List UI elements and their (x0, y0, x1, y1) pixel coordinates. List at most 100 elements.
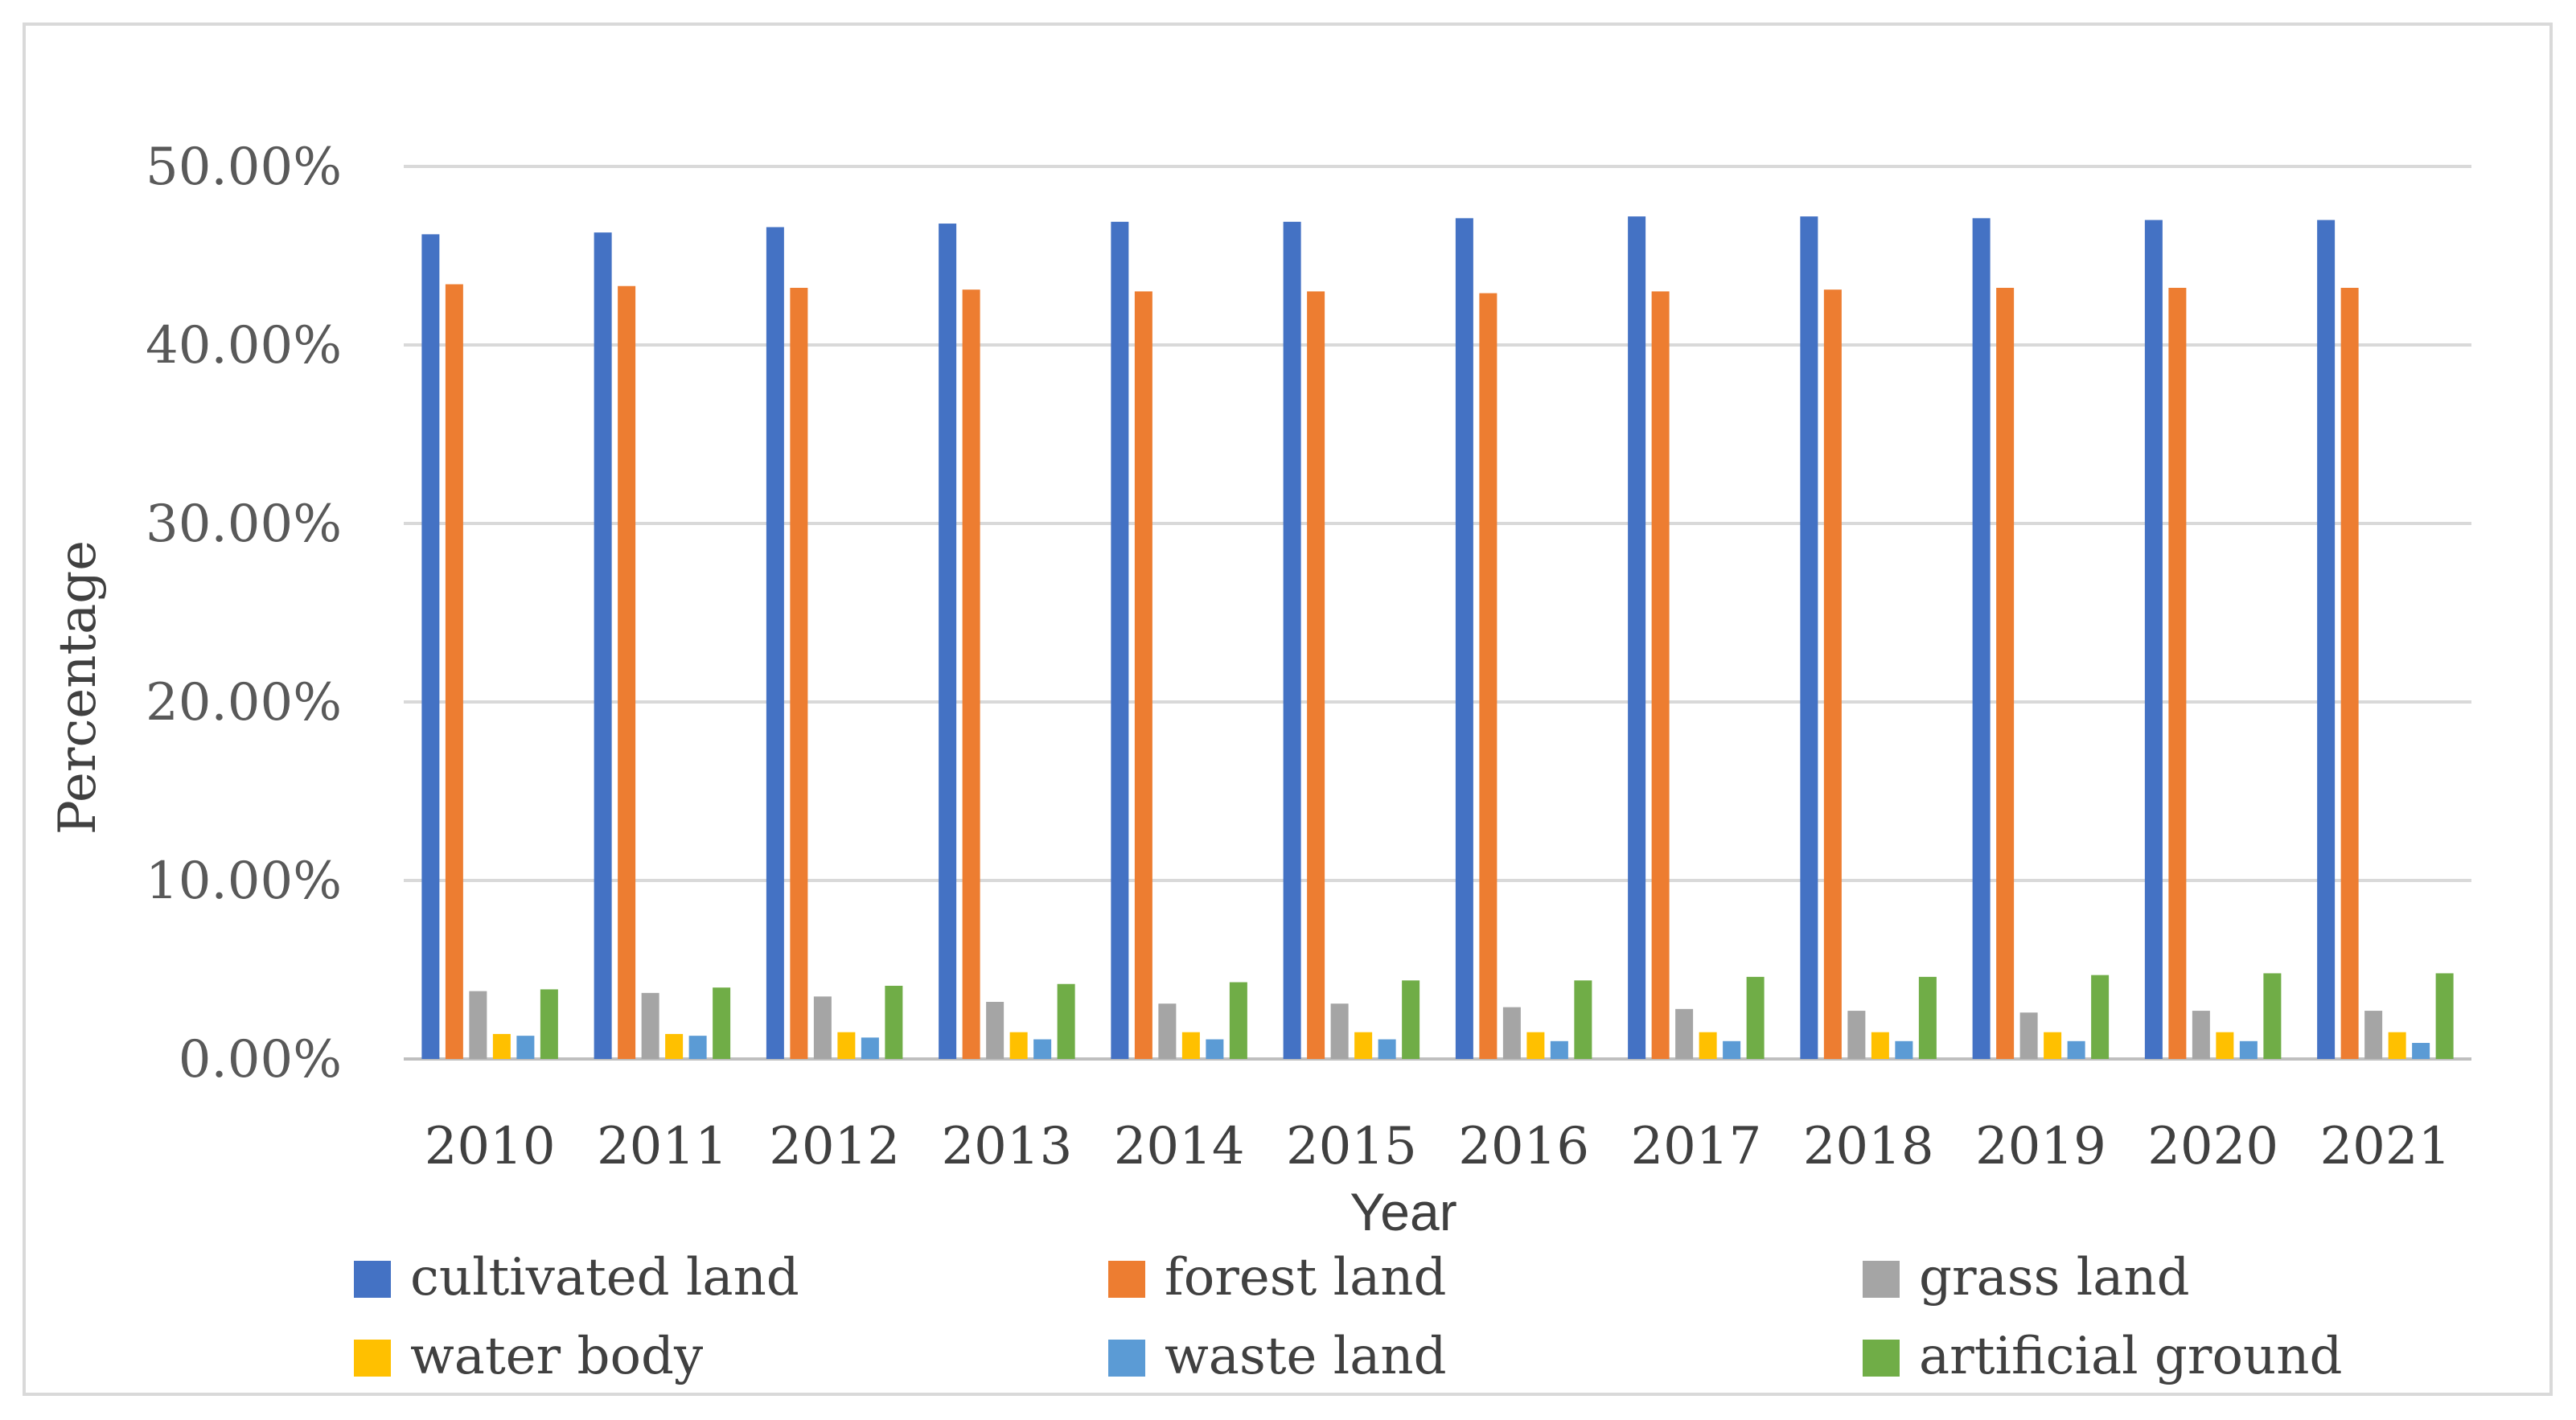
bar-artificial-ground-2014 (1229, 982, 1247, 1059)
bar-grass-land-2016 (1502, 1007, 1521, 1059)
bar-grass-land-2020 (2192, 1011, 2210, 1059)
bar-water-body-2015 (1354, 1032, 1373, 1059)
y-tick-label: 30.00% (146, 495, 342, 554)
bar-waste-land-2018 (1895, 1040, 1913, 1059)
bar-waste-land-2014 (1206, 1039, 1224, 1059)
bar-cultivated-land-2012 (766, 227, 784, 1060)
bar-forest-land-2019 (1996, 287, 2015, 1060)
legend-swatch-waste-land (1108, 1340, 1145, 1377)
gridlines (404, 165, 2471, 1061)
x-tick-label: 2020 (2147, 1117, 2278, 1176)
bar-grass-land-2021 (2364, 1011, 2383, 1059)
y-axis-ticks: 0.00% 10.00% 20.00% 30.00% 40.00% 50.00% (146, 137, 342, 1090)
bar-water-body-2014 (1181, 1032, 1200, 1059)
bar-waste-land-2015 (1378, 1039, 1396, 1059)
legend-label-waste-land: waste land (1165, 1327, 1447, 1386)
x-tick-label: 2011 (597, 1117, 728, 1176)
bar-forest-land-2015 (1307, 291, 1325, 1059)
bar-cultivated-land-2011 (594, 232, 612, 1059)
bar-water-body-2010 (492, 1033, 511, 1059)
x-tick-label: 2017 (1630, 1117, 1761, 1176)
x-tick-label: 2015 (1286, 1117, 1417, 1176)
bar-cultivated-land-2017 (1628, 216, 1646, 1059)
bar-grass-land-2018 (1847, 1011, 1866, 1059)
bar-forest-land-2021 (2340, 287, 2359, 1060)
bar-grass-land-2014 (1158, 1003, 1177, 1059)
bar-grass-land-2015 (1330, 1003, 1349, 1059)
bar-water-body-2018 (1871, 1032, 1889, 1059)
bar-forest-land-2016 (1479, 293, 1498, 1059)
bar-cultivated-land-2019 (1972, 218, 1991, 1059)
bar-water-body-2012 (837, 1032, 856, 1059)
bar-forest-land-2017 (1651, 291, 1670, 1059)
bar-waste-land-2020 (2239, 1040, 2258, 1059)
bar-artificial-ground-2012 (885, 985, 903, 1059)
bar-forest-land-2012 (790, 287, 808, 1060)
bar-cultivated-land-2018 (1800, 216, 1818, 1059)
y-tick-label: 40.00% (146, 316, 342, 376)
bar-artificial-ground-2011 (713, 987, 731, 1059)
x-axis-title: Year (1350, 1182, 1456, 1241)
bar-artificial-ground-2018 (1918, 976, 1937, 1059)
bar-grass-land-2017 (1675, 1008, 1694, 1059)
bar-grass-land-2010 (469, 991, 487, 1059)
bar-forest-land-2010 (445, 284, 463, 1059)
bar-forest-land-2018 (1823, 289, 1842, 1059)
y-tick-label: 50.00% (146, 137, 342, 197)
legend-swatch-cultivated-land (354, 1261, 391, 1298)
bar-water-body-2016 (1526, 1032, 1545, 1059)
y-axis-title: Percentage (48, 540, 108, 835)
x-tick-label: 2013 (941, 1117, 1072, 1176)
x-tick-label: 2010 (425, 1117, 556, 1176)
bar-artificial-ground-2015 (1402, 980, 1420, 1059)
bar-artificial-ground-2013 (1057, 983, 1075, 1059)
bar-grass-land-2013 (986, 1001, 1005, 1059)
bar-cultivated-land-2014 (1111, 221, 1129, 1059)
bar-cultivated-land-2021 (2317, 220, 2336, 1060)
y-tick-label: 0.00% (179, 1030, 342, 1090)
bar-waste-land-2010 (516, 1036, 535, 1059)
legend-label-artificial-ground: artificial ground (1919, 1327, 2342, 1386)
legend-swatch-water-body (354, 1340, 391, 1377)
bar-water-body-2020 (2216, 1032, 2234, 1059)
bar-waste-land-2019 (2067, 1040, 2085, 1059)
y-tick-label: 20.00% (146, 673, 342, 733)
legend-swatch-artificial-ground (1863, 1340, 1900, 1377)
legend-swatch-forest-land (1108, 1261, 1145, 1298)
bar-water-body-2017 (1699, 1032, 1717, 1059)
x-tick-label: 2012 (769, 1117, 900, 1176)
x-axis-ticks: 2010 2011 2012 2013 2014 2015 2016 2017 2018 2019… (425, 1117, 2451, 1176)
bars (421, 216, 2454, 1060)
bar-cultivated-land-2013 (939, 224, 957, 1059)
bar-waste-land-2011 (688, 1036, 707, 1059)
bar-forest-land-2013 (962, 289, 980, 1059)
bar-waste-land-2017 (1723, 1040, 1741, 1059)
bar-water-body-2011 (665, 1033, 684, 1059)
bar-artificial-ground-2021 (2435, 973, 2454, 1059)
bar-waste-land-2012 (861, 1037, 879, 1059)
bar-cultivated-land-2016 (1455, 218, 1473, 1059)
legend: cultivated land forest land grass land wate… (354, 1248, 2342, 1386)
bar-waste-land-2021 (2412, 1043, 2430, 1059)
bar-grass-land-2019 (2019, 1012, 2038, 1059)
legend-label-cultivated-land: cultivated land (410, 1248, 799, 1307)
x-tick-label: 2019 (1975, 1117, 2106, 1176)
bar-cultivated-land-2010 (421, 234, 440, 1059)
bar-grass-land-2011 (641, 992, 659, 1059)
bar-artificial-ground-2017 (1746, 976, 1765, 1059)
x-tick-label: 2021 (2319, 1117, 2451, 1176)
legend-label-grass-land: grass land (1919, 1248, 2190, 1307)
bar-artificial-ground-2010 (540, 989, 558, 1059)
bar-cultivated-land-2020 (2144, 220, 2163, 1060)
bar-artificial-ground-2020 (2263, 973, 2282, 1059)
bar-waste-land-2013 (1033, 1039, 1052, 1059)
bar-forest-land-2011 (618, 285, 636, 1059)
bar-water-body-2019 (2044, 1032, 2062, 1059)
bar-cultivated-land-2015 (1283, 221, 1301, 1059)
bar-forest-land-2020 (2168, 287, 2187, 1060)
bar-water-body-2021 (2388, 1032, 2406, 1059)
y-tick-label: 10.00% (146, 852, 342, 911)
legend-swatch-grass-land (1863, 1261, 1900, 1298)
legend-label-forest-land: forest land (1165, 1248, 1446, 1307)
